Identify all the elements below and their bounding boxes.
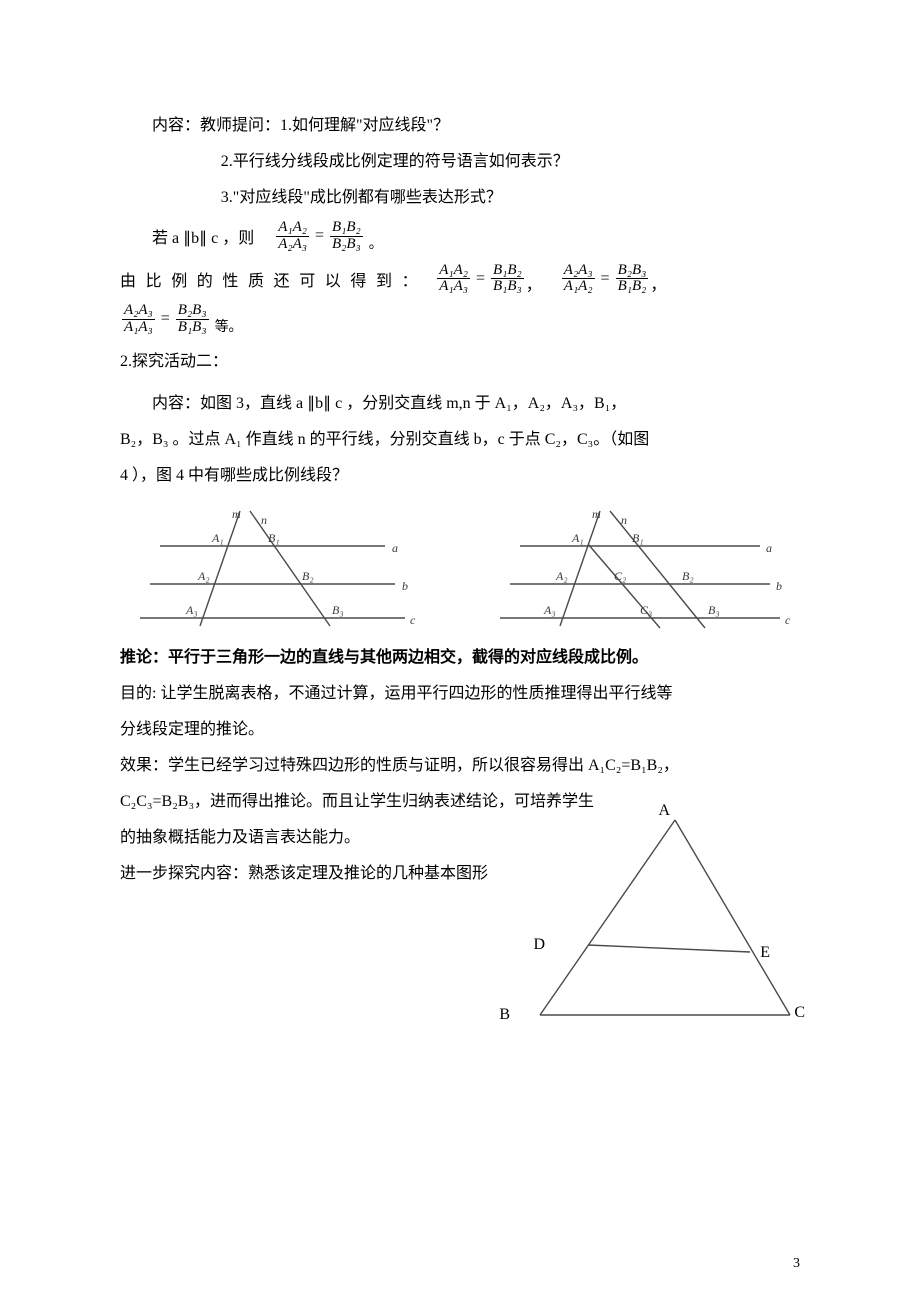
frac-num: A₂A₃ xyxy=(562,263,595,280)
fig-label-A1: A₁ xyxy=(211,531,224,545)
question-intro: 内容：教师提问：1.如何理解"对应线段"？ xyxy=(120,110,800,142)
activity-2-body-3: 4 ），图 4 中有哪些成比例线段？ xyxy=(120,460,800,492)
fig-label-B2: B₂ xyxy=(302,569,314,583)
frac-num: A₂A₃ xyxy=(122,303,155,320)
frac-num: B₁B₂ xyxy=(330,220,363,237)
frac-den: B₁B₂ xyxy=(616,279,649,295)
frac-num: A₁A₂ xyxy=(437,263,470,280)
figure-3-svg: m n A₁ A₂ A₃ B₁ B₂ B₃ a b c xyxy=(120,506,420,636)
fig-label-b: b xyxy=(402,579,408,593)
page-number: 3 xyxy=(793,1256,800,1272)
frac-den: A₁A₃ xyxy=(437,279,470,295)
fig-label-n: n xyxy=(621,513,627,527)
goal-line-1: 目的: 让学生脱离表格，不通过计算，运用平行四边形的性质推理得出平行线等 xyxy=(120,678,800,710)
triangle-wrapper: A D E B C xyxy=(120,894,800,1134)
fig-label-A2: A₂ xyxy=(197,569,210,583)
comma: ， xyxy=(650,271,666,295)
triangle-svg xyxy=(500,800,820,1030)
goal-line-2: 分线段定理的推论。 xyxy=(120,714,800,746)
page: 内容：教师提问：1.如何理解"对应线段"？ 2.平行线分线段成比例定理的符号语言… xyxy=(0,0,920,1302)
fig-label-c: c xyxy=(785,613,791,627)
fig-label-a: a xyxy=(392,541,398,555)
if-text: 若 a ∥b∥ c ，则 xyxy=(120,224,254,248)
frac-den: B₁B₃ xyxy=(491,279,524,295)
tri-label-E: E xyxy=(760,944,770,962)
fig-label-n: n xyxy=(261,513,267,527)
activity-2-title: 2.探究活动二： xyxy=(120,346,800,378)
fig-label-a: a xyxy=(766,541,772,555)
fig-label-A3: A₃ xyxy=(543,603,556,617)
frac-den: A₁A₂ xyxy=(562,279,595,295)
question-2: 2.平行线分线段成比例定理的符号语言如何表示？ xyxy=(120,146,800,178)
frac-num: B₁B₂ xyxy=(491,263,524,280)
frac-den: B₂B₃ xyxy=(330,237,363,253)
ratio-props-line: 由比例的性质还可以得到： A₁A₂A₁A₃ = B₁B₂B₁B₃ ， A₂A₃A… xyxy=(120,263,800,296)
fig-label-A3: A₃ xyxy=(185,603,198,617)
fig-label-A1: A₁ xyxy=(571,531,584,545)
fig-label-B2: B₂ xyxy=(682,569,694,583)
deng-text: 等。 xyxy=(215,316,243,336)
eq-i: A₂A₃A₁A₃ = B₂B₃B₁B₃ xyxy=(120,303,211,336)
fig-label-m: m xyxy=(232,507,241,521)
tri-label-C: C xyxy=(794,1004,805,1022)
ratio-label: 由比例的性质还可以得到： xyxy=(120,267,427,291)
frac-num: B₂B₃ xyxy=(176,303,209,320)
fig-label-b: b xyxy=(776,579,782,593)
fig-label-B3: B₃ xyxy=(708,603,720,617)
frac-den: A₂A₃ xyxy=(276,237,309,253)
activity-2-body-2: B₂，B₃ 。过点 A₁ 作直线 n 的平行线，分别交直线 b，c 于点 C₂，… xyxy=(120,424,800,456)
fig-label-A2: A₂ xyxy=(555,569,568,583)
frac-den: B₁B₃ xyxy=(176,320,209,336)
question-3: 3."对应线段"成比例都有哪些表达形式？ xyxy=(120,182,800,214)
fig-label-m: m xyxy=(592,507,601,521)
figure-4-svg: m n A₁ A₂ A₃ B₁ B₂ B₃ C₂ C₃ a b c xyxy=(480,506,800,636)
fig-label-B1: B₁ xyxy=(268,531,280,545)
tri-label-D: D xyxy=(533,936,545,954)
eq-h: A₂A₃A₁A₂ = B₂B₃B₁B₂ xyxy=(560,263,651,296)
ratio-props-line-2: A₂A₃A₁A₃ = B₂B₃B₁B₃ 等。 xyxy=(120,303,800,336)
eq-main: A₁A₂A₂A₃ = B₁B₂B₂B₃ xyxy=(274,220,365,253)
eq-g: A₁A₂A₁A₃ = B₁B₂B₁B₃ xyxy=(435,263,526,296)
activity-2-body-1: 内容：如图 3，直线 a ∥b∥ c ，分别交直线 m,n 于 A₁，A₂，A₃… xyxy=(120,388,800,420)
frac-num: B₂B₃ xyxy=(616,263,649,280)
frac-den: A₁A₃ xyxy=(122,320,155,336)
fig-label-C3: C₃ xyxy=(640,603,652,617)
if-parallel-formula: 若 a ∥b∥ c ，则 A₁A₂A₂A₃ = B₁B₂B₂B₃ 。 xyxy=(120,220,800,253)
tri-label-A: A xyxy=(658,802,670,820)
conclusion-text: 推论：平行于三角形一边的直线与其他两边相交，截得的对应线段成比例。 xyxy=(120,642,800,674)
fig-label-C2: C₂ xyxy=(614,569,626,583)
fig-label-B3: B₃ xyxy=(332,603,344,617)
fig-label-B1: B₁ xyxy=(632,531,644,545)
fig-label-c: c xyxy=(410,613,416,627)
frac-num: A₁A₂ xyxy=(276,220,309,237)
tri-label-B: B xyxy=(499,1006,510,1024)
effect-line-1: 效果：学生已经学习过特殊四边形的性质与证明，所以很容易得出 A₁C₂=B₁B₂， xyxy=(120,750,800,782)
figures-row: m n A₁ A₂ A₃ B₁ B₂ B₃ a b c m n A₁ A₂ A₃… xyxy=(120,506,800,636)
